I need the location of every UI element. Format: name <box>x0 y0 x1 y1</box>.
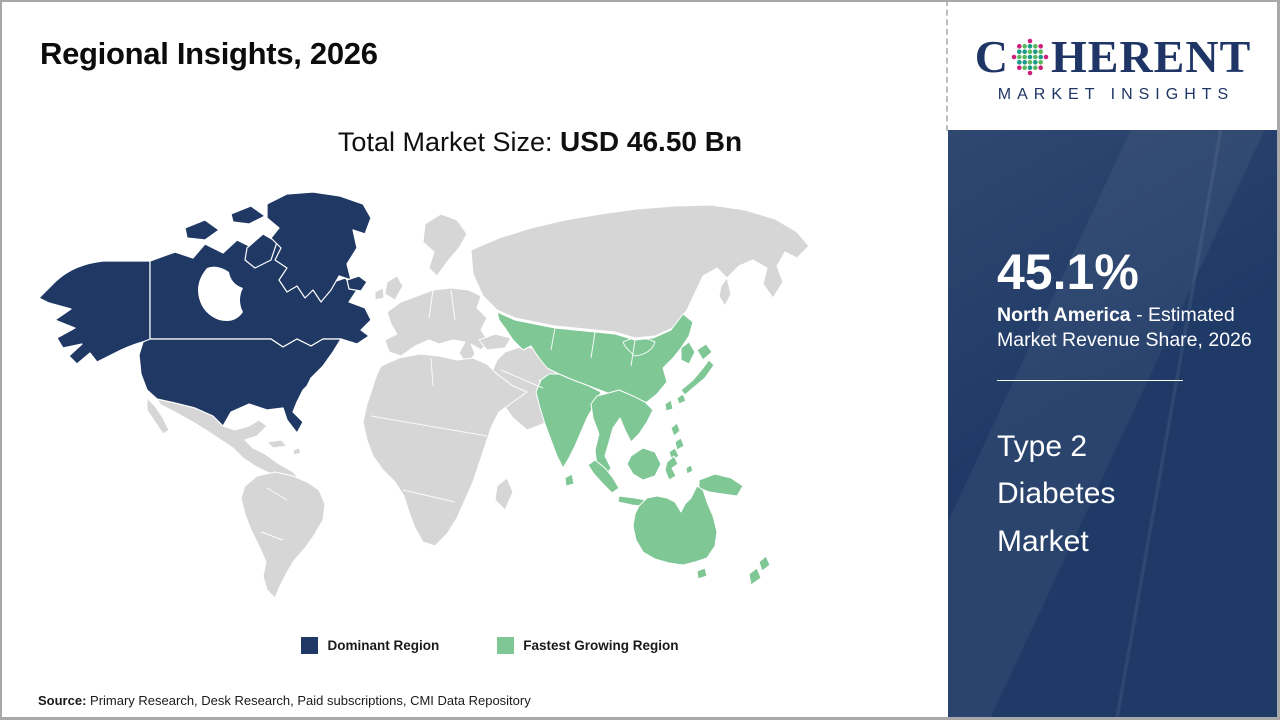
dominant-region-swatch <box>301 637 319 654</box>
world-map <box>38 191 810 599</box>
market-share-description: North America - Estimated Market Revenue… <box>997 303 1265 355</box>
legend-item-fastest-growing: Fastest Growing Region <box>497 637 679 654</box>
source-label: Source: <box>38 693 87 708</box>
company-logo: C <box>948 0 1278 134</box>
share-description-text: - Estimated Market Revenue Share, 2026 <box>997 303 1252 352</box>
hudson-bay <box>198 266 243 321</box>
logo-letters-herent: HERENT <box>1050 31 1252 82</box>
dashed-separator <box>946 0 948 131</box>
total-market-size-label: Total Market Size: <box>337 127 560 157</box>
logo-dotted-globe-icon <box>1011 38 1049 76</box>
market-share-value: 45.1% <box>997 244 1139 300</box>
map-region-asia-pacific <box>496 311 771 586</box>
source-text: Primary Research, Desk Research, Paid su… <box>86 693 531 708</box>
logo-wordmark: C <box>975 34 1252 80</box>
side-panel: 45.1% North America - Estimated Market R… <box>948 130 1280 720</box>
map-region-rest-of-world <box>146 204 810 599</box>
market-name: Type 2 Diabetes Market <box>997 430 1116 558</box>
legend-label: Fastest Growing Region <box>523 638 679 653</box>
logo-letter-c: C <box>974 31 1009 82</box>
country-border-lines <box>260 289 656 541</box>
dominant-region-name: North America <box>997 303 1131 326</box>
map-legend: Dominant Region Fastest Growing Region <box>120 637 860 654</box>
map-region-north-america <box>38 191 372 434</box>
logo-tagline: MARKET INSIGHTS <box>997 86 1235 103</box>
source-attribution: Source: Primary Research, Desk Research,… <box>38 693 531 708</box>
fastest-growing-region-swatch <box>497 637 515 654</box>
world-map-container <box>35 190 815 600</box>
legend-item-dominant: Dominant Region <box>301 637 439 654</box>
total-market-size: Total Market Size: USD 46.50 Bn <box>300 126 780 158</box>
panel-divider <box>997 380 1183 382</box>
legend-label: Dominant Region <box>327 638 440 653</box>
total-market-size-value: USD 46.50 Bn <box>560 126 743 157</box>
page-title: Regional Insights, 2026 <box>40 36 378 71</box>
